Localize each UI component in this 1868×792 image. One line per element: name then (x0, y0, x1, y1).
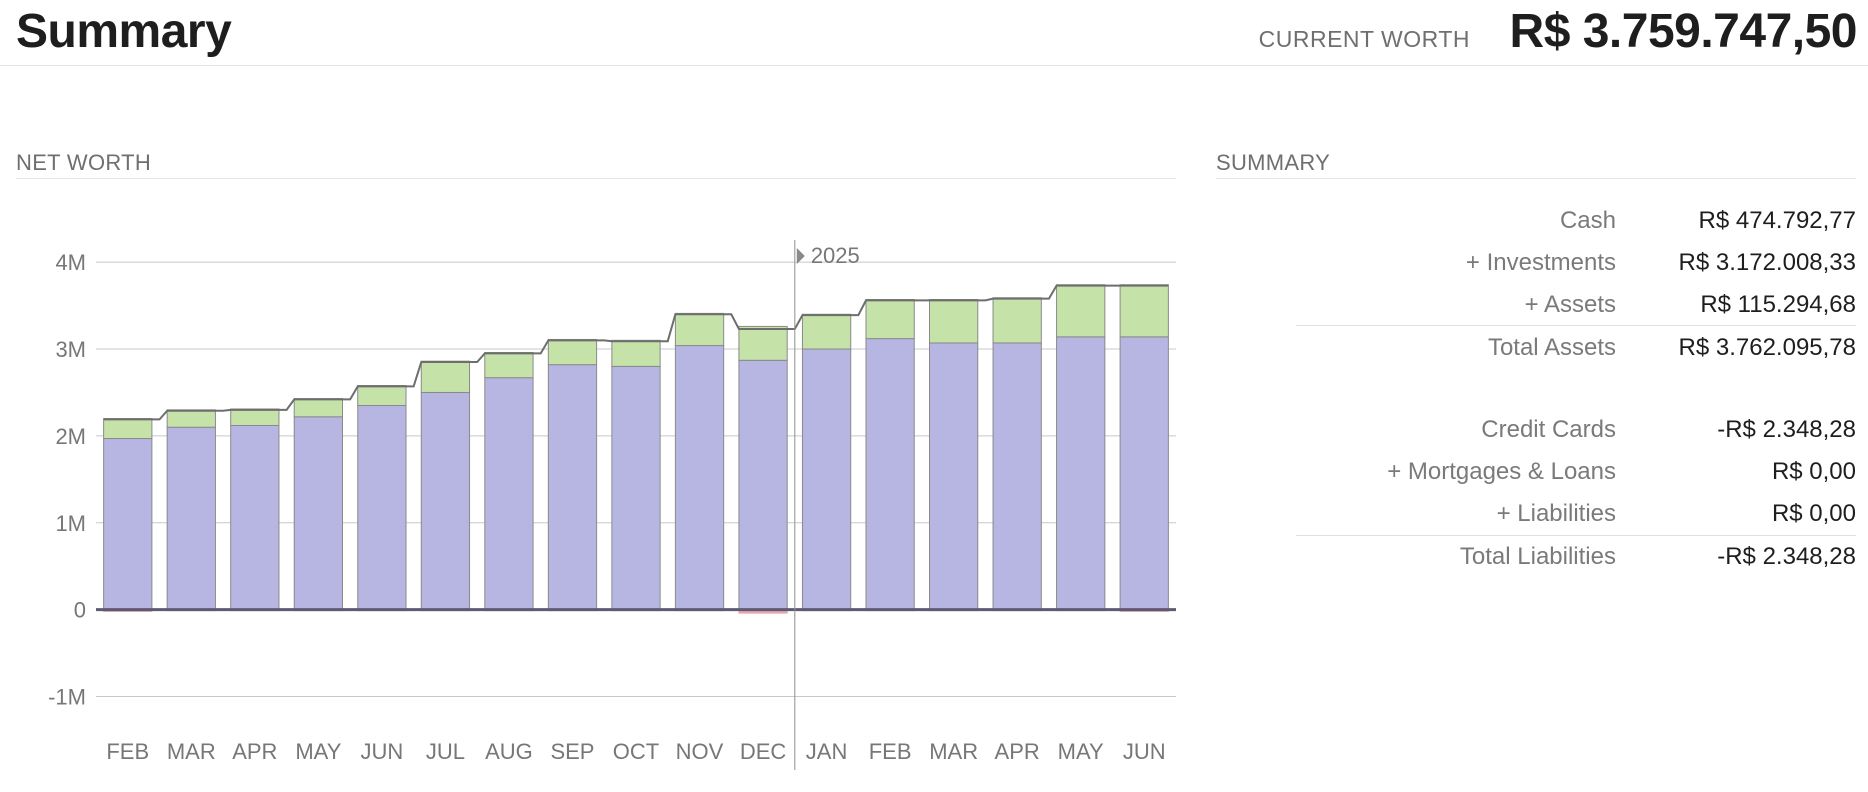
y-tick-label: 2M (55, 424, 86, 449)
x-tick-label: JUN (360, 739, 403, 764)
summary-row-liabilities: + Liabilities R$ 0,00 (1296, 500, 1856, 540)
summary-row-label: + Mortgages & Loans (1387, 458, 1616, 485)
bar-primary (929, 342, 979, 611)
summary-row-label: + Liabilities (1496, 500, 1616, 527)
x-tick-label: AUG (485, 739, 533, 764)
summary-section-title: SUMMARY (1216, 150, 1331, 175)
y-tick-label: -1M (48, 685, 86, 710)
net-worth-divider (16, 178, 1176, 179)
bar-secondary (484, 351, 534, 379)
bar-primary (738, 359, 788, 611)
bar-secondary (674, 312, 725, 347)
current-worth-label: CURRENT WORTH (1258, 26, 1470, 52)
summary-row-total-liabilities: Total Liabilities -R$ 2.348,28 (1296, 543, 1856, 583)
x-tick-label: FEB (106, 739, 149, 764)
summary-row-assets: + Assets R$ 115.294,68 (1296, 291, 1856, 331)
x-tick-label: JUN (1123, 739, 1166, 764)
bar-primary (420, 391, 471, 611)
bar-secondary (420, 360, 471, 393)
summary-row-value: R$ 3.762.095,78 (1678, 334, 1856, 361)
header: Summary CURRENT WORTH R$ 3.759.747,50 (0, 0, 1868, 66)
summary-row-cash: Cash R$ 474.792,77 (1296, 207, 1856, 247)
summary-row-value: R$ 474.792,77 (1698, 207, 1856, 234)
bar-primary (230, 424, 280, 611)
bar-secondary (166, 409, 216, 428)
bar-primary (801, 348, 852, 611)
summary-row-investments: + Investments R$ 3.172.008,33 (1296, 249, 1856, 289)
net-worth-chart[interactable]: 4M 3M 2M 1M 0 -1M FEB MAR APR MAY JUN JUL AUG SEP OCT N… (0, 180, 1190, 780)
net-worth-line (103, 284, 1169, 421)
summary-row-value: -R$ 2.348,28 (1717, 543, 1856, 570)
bar-secondary (357, 385, 407, 406)
bar-primary (611, 365, 661, 611)
page-title: Summary (16, 5, 232, 58)
bar-primary (166, 426, 216, 611)
summary-divider (1216, 178, 1856, 179)
bar-secondary (865, 298, 915, 340)
x-tick-label: APR (232, 739, 277, 764)
x-tick-label: APR (995, 739, 1040, 764)
bar-primary (865, 338, 915, 611)
bar-primary (293, 416, 343, 611)
year-marker-triangle-icon (796, 248, 805, 264)
y-tick-label: 3M (55, 337, 86, 362)
bar-primary (357, 404, 407, 611)
summary-row-label: + Investments (1465, 249, 1616, 276)
x-tick-label: MAY (1058, 739, 1104, 764)
bar-primary (547, 364, 598, 611)
summary-row-label: Total Liabilities (1459, 543, 1616, 570)
x-tick-label: JUL (426, 739, 465, 764)
bar-secondary (801, 313, 852, 350)
bar-secondary (230, 408, 280, 426)
bar-secondary (992, 297, 1042, 344)
summary-row-total-assets: Total Assets R$ 3.762.095,78 (1296, 334, 1856, 374)
x-tick-label: NOV (676, 739, 724, 764)
summary-row-value: -R$ 2.348,28 (1717, 416, 1856, 443)
summary-row-value: R$ 115.294,68 (1700, 291, 1856, 318)
y-tick-label: 4M (55, 250, 86, 275)
x-tick-label: SEP (550, 739, 594, 764)
summary-row-credit-cards: Credit Cards -R$ 2.348,28 (1296, 416, 1856, 456)
x-tick-label: FEB (869, 739, 912, 764)
net-worth-section-title: NET WORTH (16, 150, 152, 175)
y-tick-label: 1M (55, 511, 86, 536)
bar-primary (992, 342, 1042, 611)
x-tick-label: MAR (929, 739, 978, 764)
bar-primary (674, 345, 725, 611)
x-tick-label: MAR (167, 739, 216, 764)
summary-row-mortgages-loans: + Mortgages & Loans R$ 0,00 (1296, 458, 1856, 498)
x-tick-label: OCT (613, 739, 659, 764)
bar-secondary (611, 339, 661, 367)
x-tick-label: JAN (806, 739, 848, 764)
bar-primary (484, 377, 534, 611)
bar-secondary (547, 338, 598, 366)
bar-primary (1119, 336, 1169, 611)
summary-row-label: Cash (1559, 207, 1616, 234)
summary-row-label: Total Assets (1487, 334, 1616, 361)
bar-secondary (1056, 284, 1106, 338)
year-marker-label: 2025 (811, 243, 860, 268)
summary-rule (1296, 535, 1856, 536)
summary-rule (1296, 325, 1856, 326)
x-tick-label: DEC (740, 739, 787, 764)
summary-row-label: + Assets (1524, 291, 1616, 318)
bar-primary (103, 438, 153, 611)
bar-secondary (103, 418, 153, 440)
summary-row-value: R$ 3.172.008,33 (1678, 249, 1856, 276)
x-tick-label: MAY (295, 739, 341, 764)
bar-secondary (738, 325, 788, 361)
y-tick-label: 0 (74, 598, 86, 623)
summary-row-value: R$ 0,00 (1771, 458, 1856, 485)
summary-row-label: Credit Cards (1481, 416, 1616, 443)
bar-secondary (929, 298, 979, 344)
current-worth-value: R$ 3.759.747,50 (1509, 5, 1858, 58)
bar-secondary (1119, 284, 1169, 338)
bar-secondary (293, 398, 343, 418)
bar-primary (1056, 336, 1106, 611)
summary-row-value: R$ 0,00 (1771, 500, 1856, 527)
